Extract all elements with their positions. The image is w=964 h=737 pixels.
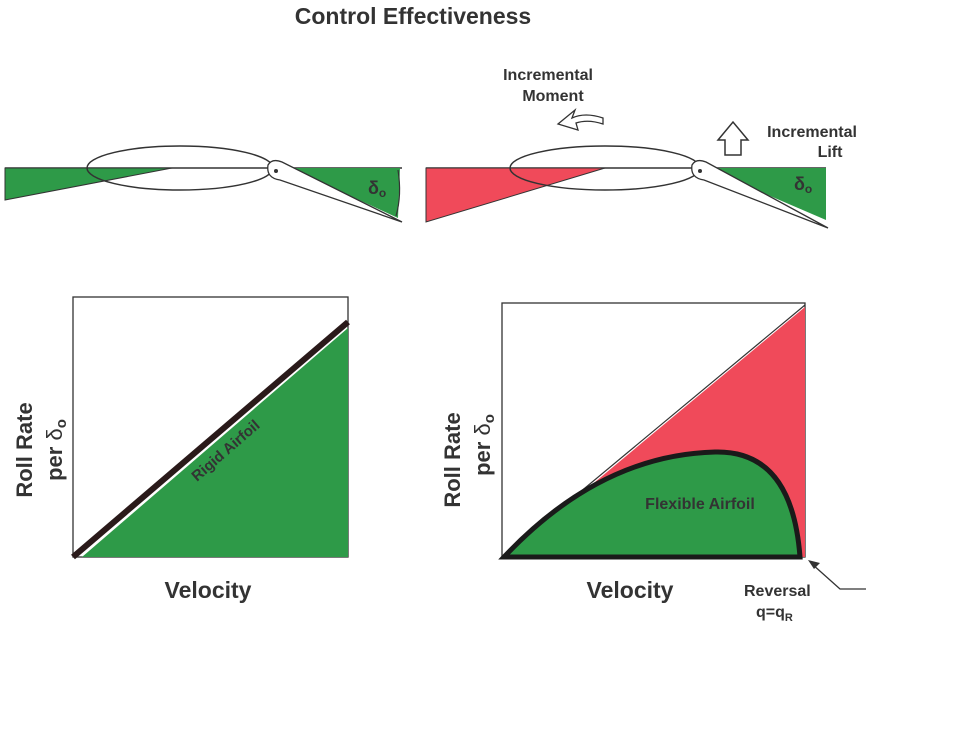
angle-label: δo [368, 178, 386, 200]
title: Control Effectiveness [295, 3, 531, 29]
lift-label: Incremental [767, 124, 857, 141]
rigid-plot: Rigid Airfoil Roll Rate per δo Velocity [12, 296, 350, 603]
moment-label: Moment [522, 88, 584, 105]
moment-label: Incremental [503, 67, 593, 84]
x-axis-label: Velocity [587, 577, 674, 603]
angle-label: δo [794, 174, 812, 196]
y-axis-label: Roll Rate [440, 412, 465, 507]
reversal-label: Reversal [744, 583, 811, 600]
curve-label: Flexible Airfoil [645, 496, 755, 513]
flexible-airfoil-section: δo Incremental Moment Incremental Lift [425, 67, 857, 229]
y-axis-label: Roll Rate [12, 402, 37, 497]
y-axis-label: per δo [470, 414, 498, 476]
flexible-plot: Flexible Airfoil Roll Rate per δo Veloci… [440, 302, 866, 624]
y-axis-label: per δo [42, 419, 70, 481]
reversal-q-label: q=qR [756, 604, 793, 624]
x-axis-label: Velocity [165, 577, 252, 603]
lift-label: Lift [818, 144, 844, 161]
rigid-airfoil-section: δo [4, 145, 403, 223]
